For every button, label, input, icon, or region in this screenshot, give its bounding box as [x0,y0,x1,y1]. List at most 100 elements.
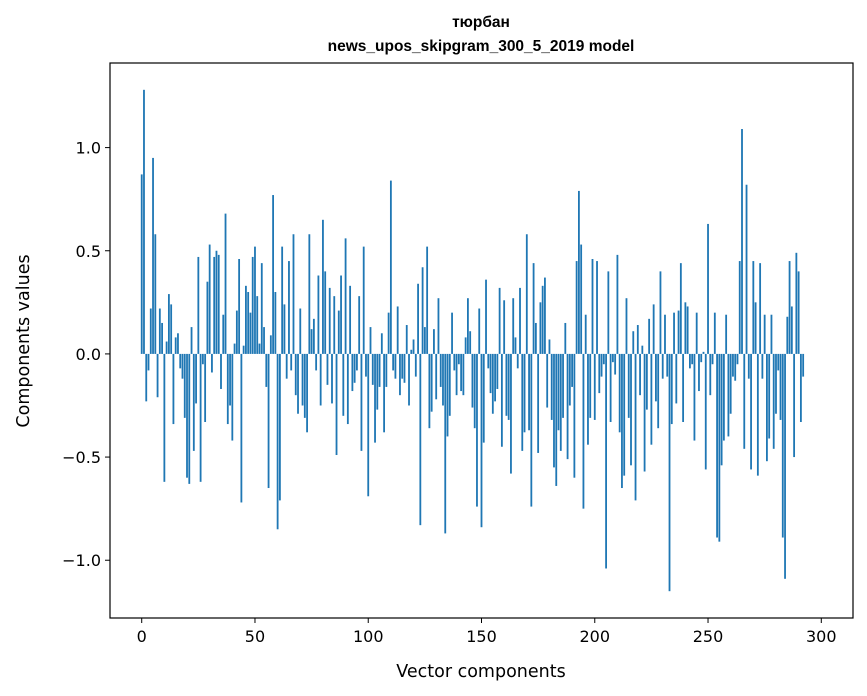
bar [503,300,506,354]
bar [278,353,281,501]
bar [448,353,451,416]
bar [747,353,750,379]
bar [498,287,501,354]
bar [319,353,322,406]
bar [655,353,657,402]
bar [213,256,216,354]
x-axis-ticks: 0 50 100 150 200 250 300 [137,618,837,646]
x-tick-label: 100 [353,627,384,646]
x-tick-label: 300 [806,627,837,646]
bar [394,353,397,379]
bar [186,353,188,478]
bar [741,129,743,354]
bar [736,353,739,365]
bar [677,310,680,354]
bar [340,275,342,354]
bar [632,331,635,354]
bar [229,353,231,406]
bar [324,271,327,354]
x-tick-label: 50 [245,627,265,646]
bar [235,310,238,354]
bar [453,353,456,371]
bar [437,298,440,354]
bar [799,353,802,422]
bar [689,353,691,369]
bar [149,308,152,354]
bar [702,351,705,354]
bar [288,261,290,354]
bar [675,353,678,404]
bar [317,275,320,354]
bar [256,296,259,354]
bar [199,353,202,482]
bar [756,353,759,476]
bar [224,213,227,354]
bar [786,316,789,354]
bar [625,298,628,354]
bar [197,256,200,354]
bar [636,325,639,354]
bar [684,302,687,354]
bar [584,314,587,354]
bar [537,353,540,453]
bar [365,353,367,377]
y-tick-label: 0.5 [76,242,101,261]
bar [322,219,324,354]
bar [147,353,150,371]
bar [430,353,433,412]
bar [342,353,345,416]
bar [489,353,492,394]
bar [283,304,286,354]
bar [691,353,694,365]
bar [170,304,173,354]
bar [301,353,304,406]
bar [793,353,796,458]
bar [181,353,184,379]
bar [276,353,279,530]
bar [611,353,614,363]
bar [666,353,669,377]
bar [337,310,340,354]
bar [777,353,780,371]
x-tick-label: 0 [137,627,147,646]
bar [582,353,585,509]
bar [557,353,560,431]
bar [528,353,530,431]
bar [428,353,431,429]
bar [297,353,299,414]
bar [614,353,617,375]
bar [145,353,148,402]
bar [541,285,544,354]
bar [376,353,379,410]
bar [335,353,338,456]
bar [727,353,730,437]
bar [419,353,422,526]
bar [290,353,293,371]
bar [544,277,546,354]
bar [607,271,610,354]
bar [222,314,225,354]
bar [389,180,392,354]
bar [784,353,786,579]
bar [605,353,607,569]
bar [750,353,752,470]
bar [643,353,646,472]
bar [254,246,256,354]
bar [442,353,444,406]
bar [263,327,265,354]
bar [734,353,737,381]
bar [695,312,698,354]
bar [161,322,163,354]
bar [140,174,143,354]
bar [326,353,329,385]
chart-title: тюрбан [452,14,510,31]
bar [630,353,632,466]
bar [423,327,426,354]
bar [403,353,406,383]
bar [548,339,551,354]
bar [507,353,510,420]
bar [272,195,274,354]
bar [374,353,376,443]
bar [578,190,580,354]
